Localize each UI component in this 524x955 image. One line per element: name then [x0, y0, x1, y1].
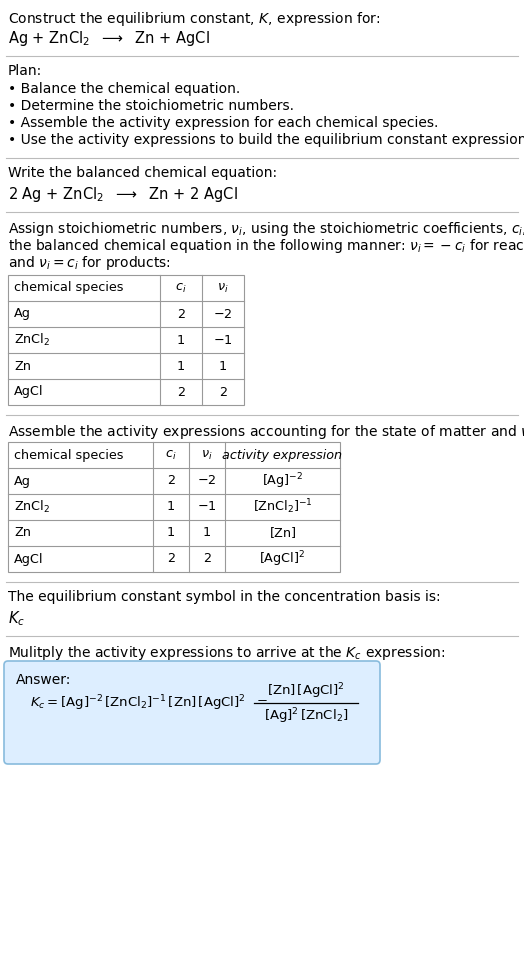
Text: AgCl: AgCl — [14, 386, 43, 398]
Text: $-2$: $-2$ — [197, 475, 217, 487]
Text: 1: 1 — [167, 526, 175, 540]
Text: • Assemble the activity expression for each chemical species.: • Assemble the activity expression for e… — [8, 116, 439, 130]
Text: Construct the equilibrium constant, $K$, expression for:: Construct the equilibrium constant, $K$,… — [8, 10, 380, 28]
Text: $[\mathrm{Zn}]$: $[\mathrm{Zn}]$ — [269, 525, 297, 541]
Text: 2: 2 — [177, 308, 185, 321]
Text: 2: 2 — [167, 553, 175, 565]
Text: 1: 1 — [177, 333, 185, 347]
Text: $\nu_i$: $\nu_i$ — [217, 282, 229, 294]
Text: Assign stoichiometric numbers, $\nu_i$, using the stoichiometric coefficients, $: Assign stoichiometric numbers, $\nu_i$, … — [8, 220, 524, 238]
Text: $c_i$: $c_i$ — [175, 282, 187, 294]
Text: $[\mathrm{Ag}]^{2}\,[\mathrm{ZnCl_2}]$: $[\mathrm{Ag}]^{2}\,[\mathrm{ZnCl_2}]$ — [264, 706, 348, 726]
Text: Mulitply the activity expressions to arrive at the $K_c$ expression:: Mulitply the activity expressions to arr… — [8, 644, 445, 662]
Text: $-2$: $-2$ — [213, 308, 233, 321]
Text: Ag: Ag — [14, 308, 31, 321]
FancyBboxPatch shape — [8, 275, 244, 405]
Text: $\nu_i$: $\nu_i$ — [201, 449, 213, 461]
Text: 1: 1 — [177, 359, 185, 372]
Text: $[\mathrm{ZnCl_2}]^{-1}$: $[\mathrm{ZnCl_2}]^{-1}$ — [253, 498, 312, 517]
Text: 2: 2 — [167, 475, 175, 487]
Text: Plan:: Plan: — [8, 64, 42, 78]
Text: $K_c = [\mathrm{Ag}]^{-2}\,[\mathrm{ZnCl_2}]^{-1}\,[\mathrm{Zn}]\,[\mathrm{AgCl}: $K_c = [\mathrm{Ag}]^{-2}\,[\mathrm{ZnCl… — [30, 693, 268, 712]
Text: 1: 1 — [167, 500, 175, 514]
Text: • Use the activity expressions to build the equilibrium constant expression.: • Use the activity expressions to build … — [8, 133, 524, 147]
Text: Assemble the activity expressions accounting for the state of matter and $\nu_i$: Assemble the activity expressions accoun… — [8, 423, 524, 441]
Text: $K_c$: $K_c$ — [8, 609, 25, 627]
Text: activity expression: activity expression — [222, 449, 343, 461]
FancyBboxPatch shape — [4, 661, 380, 764]
Text: 2: 2 — [177, 386, 185, 398]
Text: 1: 1 — [219, 359, 227, 372]
Text: Ag + ZnCl$_2$  $\longrightarrow$  Zn + AgCl: Ag + ZnCl$_2$ $\longrightarrow$ Zn + AgC… — [8, 29, 210, 48]
Text: $[\mathrm{Zn}]\,[\mathrm{AgCl}]^{2}$: $[\mathrm{Zn}]\,[\mathrm{AgCl}]^{2}$ — [267, 681, 345, 701]
Text: ZnCl$_2$: ZnCl$_2$ — [14, 499, 50, 515]
Text: Ag: Ag — [14, 475, 31, 487]
Text: chemical species: chemical species — [14, 282, 124, 294]
Text: 2: 2 — [219, 386, 227, 398]
Text: Zn: Zn — [14, 359, 31, 372]
Text: The equilibrium constant symbol in the concentration basis is:: The equilibrium constant symbol in the c… — [8, 590, 441, 604]
Text: 2 Ag + ZnCl$_2$  $\longrightarrow$  Zn + 2 AgCl: 2 Ag + ZnCl$_2$ $\longrightarrow$ Zn + 2… — [8, 185, 238, 204]
Text: $-1$: $-1$ — [197, 500, 217, 514]
Text: Write the balanced chemical equation:: Write the balanced chemical equation: — [8, 166, 277, 180]
Text: • Balance the chemical equation.: • Balance the chemical equation. — [8, 82, 240, 96]
Text: $[\mathrm{Ag}]^{-2}$: $[\mathrm{Ag}]^{-2}$ — [262, 471, 303, 491]
Text: 1: 1 — [203, 526, 211, 540]
Text: $c_i$: $c_i$ — [165, 449, 177, 461]
Text: Answer:: Answer: — [16, 673, 71, 687]
Text: $-1$: $-1$ — [213, 333, 233, 347]
Text: and $\nu_i = c_i$ for products:: and $\nu_i = c_i$ for products: — [8, 254, 171, 272]
FancyBboxPatch shape — [8, 442, 340, 572]
Text: AgCl: AgCl — [14, 553, 43, 565]
Text: $[\mathrm{AgCl}]^{2}$: $[\mathrm{AgCl}]^{2}$ — [259, 549, 305, 569]
Text: chemical species: chemical species — [14, 449, 124, 461]
Text: 2: 2 — [203, 553, 211, 565]
Text: the balanced chemical equation in the following manner: $\nu_i = -c_i$ for react: the balanced chemical equation in the fo… — [8, 237, 524, 255]
Text: • Determine the stoichiometric numbers.: • Determine the stoichiometric numbers. — [8, 99, 294, 113]
Text: Zn: Zn — [14, 526, 31, 540]
Text: ZnCl$_2$: ZnCl$_2$ — [14, 332, 50, 348]
